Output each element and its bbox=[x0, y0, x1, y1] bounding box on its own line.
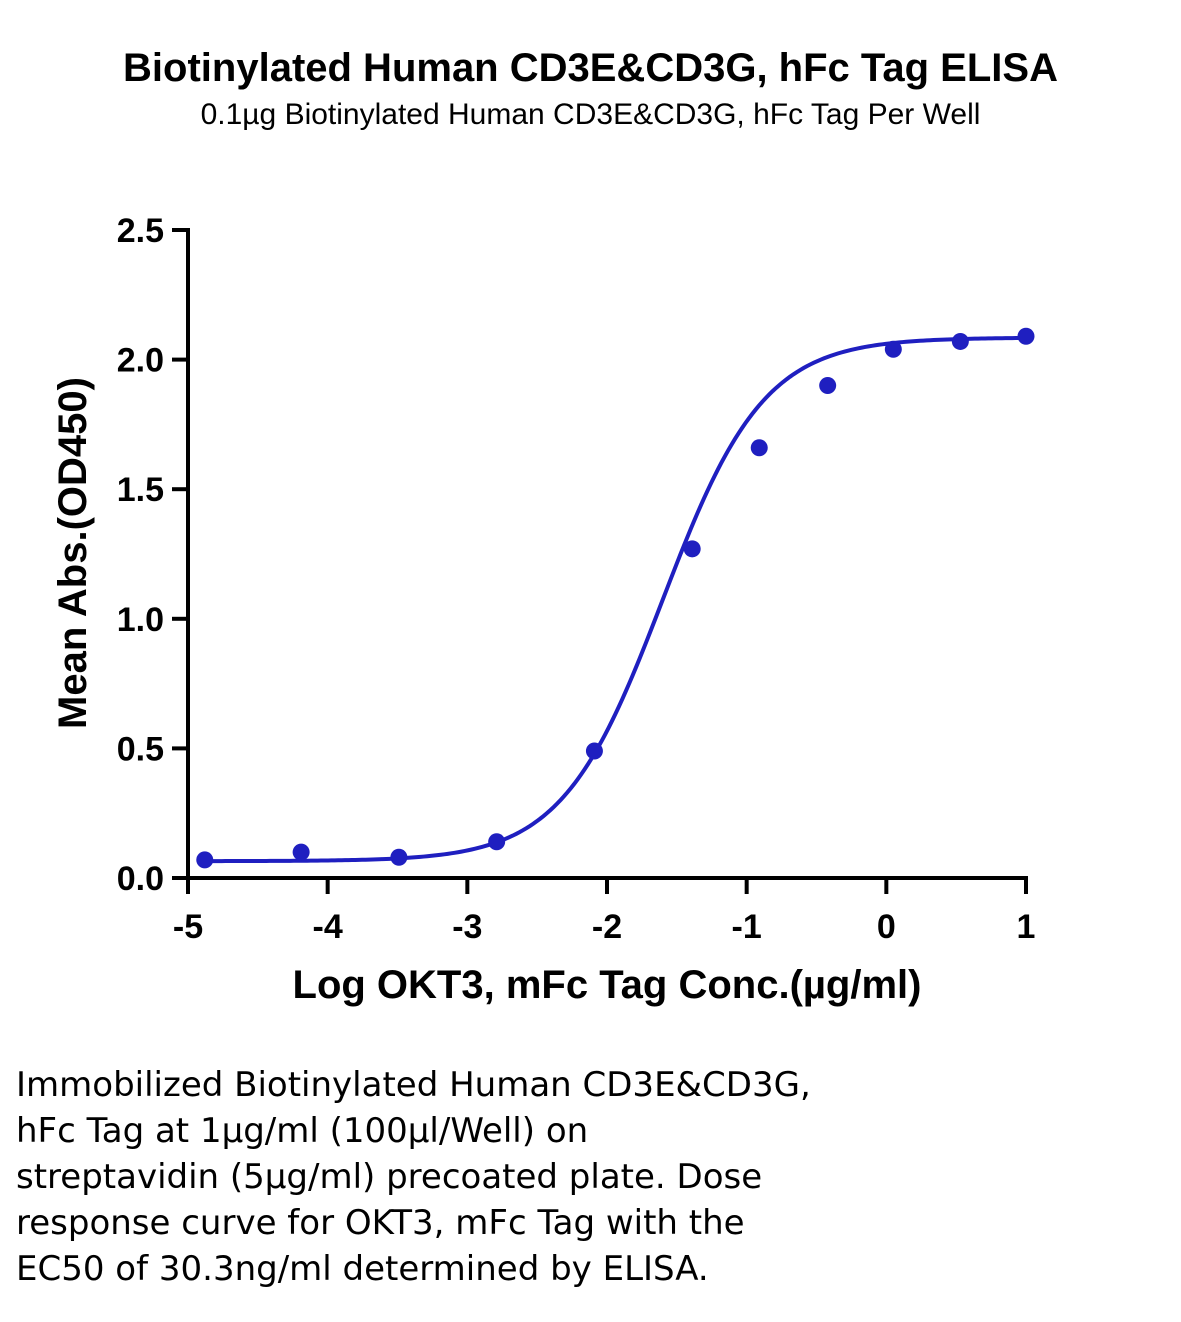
fit-curve bbox=[204, 335, 1027, 864]
chart-title: Biotinylated Human CD3E&CD3G, hFc Tag EL… bbox=[123, 46, 1058, 90]
chart-subtitle: 0.1µg Biotinylated Human CD3E&CD3G, hFc … bbox=[200, 98, 981, 131]
data-point bbox=[292, 843, 310, 861]
x-tick-label: -2 bbox=[592, 908, 622, 946]
x-tick-label: 0 bbox=[877, 908, 896, 946]
y-tick-label: 1.5 bbox=[117, 471, 164, 509]
dose-response-chart: 0.0 0.5 1.0 1.5 2.0 2.5 -5 -4 -3 -2 -1 0 1 Log OKT3,… bbox=[51, 212, 1036, 1007]
caption: Immobilized Biotinylated Human CD3E&CD3G… bbox=[16, 1062, 1116, 1292]
x-axis-label: Log OKT3, mFc Tag Conc.(µg/ml) bbox=[293, 963, 922, 1007]
caption-line: hFc Tag at 1µg/ml (100µl/Well) on bbox=[16, 1111, 589, 1151]
y-tick-label: 1.0 bbox=[117, 601, 164, 639]
data-point bbox=[585, 742, 603, 760]
y-tick-label: 0.5 bbox=[117, 730, 164, 768]
x-tick-label: -1 bbox=[732, 908, 762, 946]
x-tick-label: -4 bbox=[313, 908, 343, 946]
y-tick-label: 0.0 bbox=[117, 860, 164, 898]
data-point bbox=[683, 540, 701, 558]
x-tick-label: -3 bbox=[452, 908, 482, 946]
y-axis-label: Mean Abs.(OD450) bbox=[51, 377, 95, 729]
data-points-layer bbox=[196, 327, 1035, 869]
data-point bbox=[196, 851, 214, 869]
caption-line: streptavidin (5µg/ml) precoated plate. D… bbox=[16, 1157, 763, 1197]
x-tick-label: 1 bbox=[1017, 908, 1036, 946]
x-tick-label: -5 bbox=[173, 908, 203, 946]
data-point bbox=[951, 332, 969, 350]
axes: 0.0 0.5 1.0 1.5 2.0 2.5 -5 -4 -3 -2 -1 0 1 bbox=[117, 212, 1036, 946]
caption-line: EC50 of 30.3ng/ml determined by ELISA. bbox=[16, 1249, 709, 1289]
data-point bbox=[884, 340, 902, 358]
y-tick-label: 2.5 bbox=[117, 212, 164, 250]
fit-curve-layer bbox=[204, 335, 1027, 864]
data-point bbox=[488, 833, 506, 851]
caption-line: response curve for OKT3, mFc Tag with th… bbox=[16, 1203, 745, 1243]
data-point bbox=[390, 848, 408, 866]
caption-line: Immobilized Biotinylated Human CD3E&CD3G… bbox=[16, 1065, 811, 1105]
y-tick-label: 2.0 bbox=[117, 342, 164, 380]
data-point bbox=[819, 377, 837, 395]
data-point bbox=[750, 439, 768, 457]
data-point bbox=[1017, 327, 1035, 345]
